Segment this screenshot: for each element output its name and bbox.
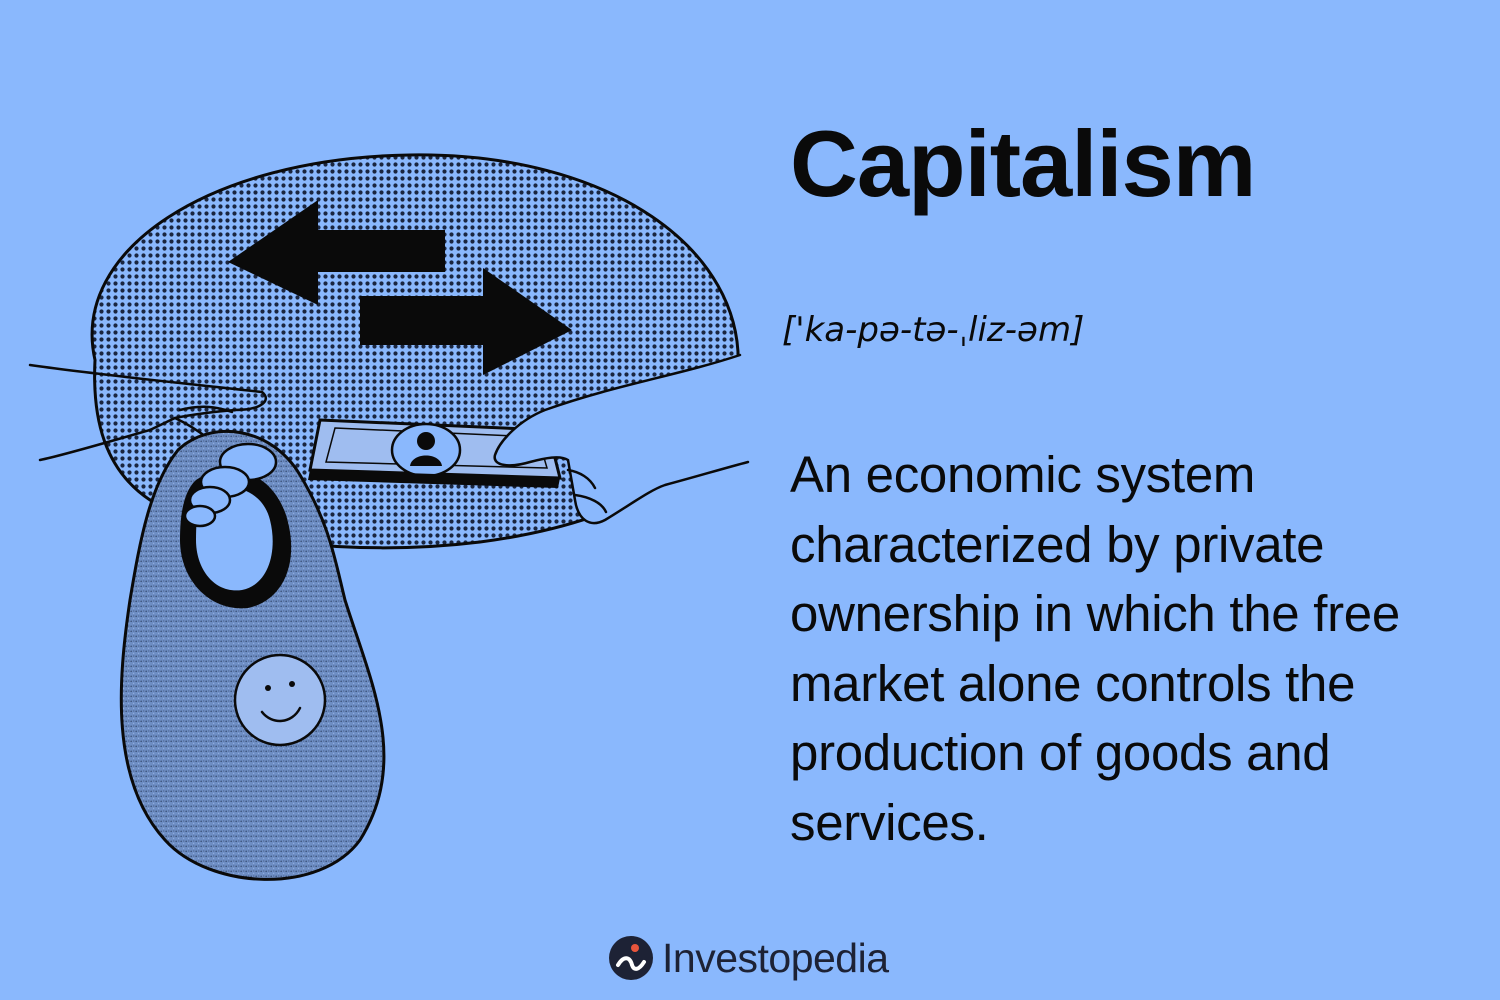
investopedia-logo-icon [609, 936, 653, 980]
definition-text: An economic system characterized by priv… [790, 446, 1400, 851]
baby-bib-icon [119, 429, 386, 881]
capitalism-illustration [28, 153, 750, 881]
page-title: Capitalism [790, 111, 1256, 216]
hand-holding-bib [183, 442, 278, 528]
exchange-arrows-icon [228, 200, 572, 375]
brand-name: Investopedia [662, 934, 889, 981]
pronunciation: ['ka-pə-tə-ˌliz-əm] [782, 310, 1085, 350]
brand-logo: Investopedia [608, 930, 889, 986]
right-hand [493, 353, 750, 525]
